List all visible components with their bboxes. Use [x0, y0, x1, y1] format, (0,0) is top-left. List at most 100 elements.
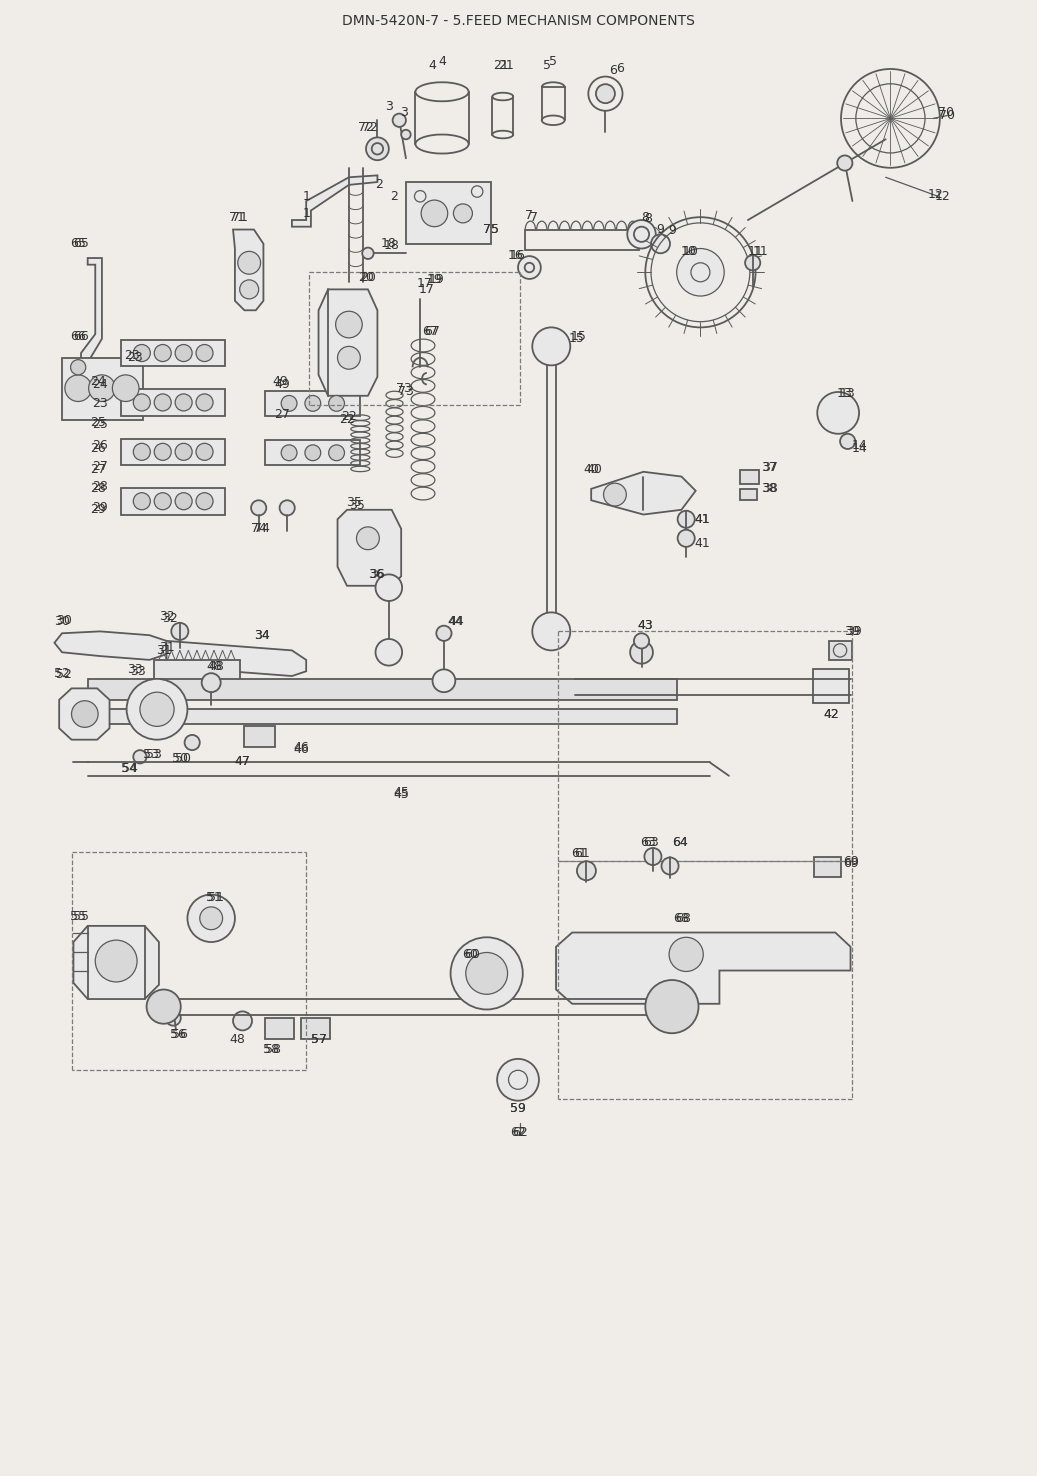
Text: 5: 5: [542, 59, 551, 72]
Bar: [525, 230, 639, 251]
Text: 64: 64: [672, 835, 688, 849]
Text: 65: 65: [71, 238, 86, 251]
Text: 46: 46: [293, 742, 309, 756]
Text: 56: 56: [170, 1027, 186, 1041]
Text: 15: 15: [569, 332, 585, 345]
Text: 75: 75: [483, 223, 500, 236]
Circle shape: [677, 511, 695, 528]
Circle shape: [336, 311, 362, 338]
Text: 9: 9: [668, 224, 676, 238]
Circle shape: [421, 201, 448, 227]
Text: 56: 56: [172, 1027, 188, 1041]
Circle shape: [817, 393, 859, 434]
Text: 69: 69: [843, 856, 859, 869]
Text: 11: 11: [753, 245, 768, 258]
Text: 61: 61: [573, 847, 590, 861]
Polygon shape: [59, 688, 110, 739]
Text: 50: 50: [174, 753, 191, 765]
Text: 72: 72: [362, 121, 377, 134]
Text: 10: 10: [683, 245, 699, 258]
Text: 45: 45: [393, 787, 410, 800]
Text: 33: 33: [131, 664, 146, 677]
Text: 57: 57: [310, 1033, 327, 1046]
Text: 41: 41: [695, 537, 710, 549]
Circle shape: [281, 444, 297, 461]
Polygon shape: [167, 641, 306, 676]
Text: 20: 20: [360, 270, 375, 283]
Circle shape: [95, 940, 137, 982]
Text: 17: 17: [419, 283, 435, 295]
Circle shape: [466, 952, 507, 995]
Text: 48: 48: [229, 1033, 245, 1046]
Text: 73: 73: [398, 385, 414, 397]
Bar: [813, 670, 848, 703]
Circle shape: [65, 375, 91, 401]
Bar: [829, 641, 852, 660]
Bar: [814, 856, 841, 877]
Circle shape: [393, 114, 405, 127]
Text: 38: 38: [761, 483, 777, 496]
Text: 3: 3: [400, 106, 408, 120]
Text: 8: 8: [641, 211, 649, 224]
Text: 33: 33: [128, 663, 143, 676]
Text: 63: 63: [643, 835, 658, 849]
Text: 13: 13: [840, 387, 856, 400]
Text: 60: 60: [463, 948, 478, 961]
Circle shape: [201, 673, 221, 692]
Text: 10: 10: [681, 245, 697, 258]
Circle shape: [196, 443, 213, 461]
Text: 65: 65: [73, 238, 89, 251]
Circle shape: [401, 130, 411, 139]
Circle shape: [604, 483, 626, 506]
Text: 69: 69: [843, 855, 859, 868]
Text: 20: 20: [358, 270, 374, 283]
Bar: [245, 726, 275, 747]
Text: 41: 41: [695, 512, 710, 525]
Circle shape: [634, 633, 649, 648]
Text: 71: 71: [229, 211, 245, 224]
Circle shape: [134, 394, 150, 410]
Text: 62: 62: [510, 1126, 526, 1138]
Text: 31: 31: [159, 641, 174, 654]
Text: 30: 30: [54, 615, 69, 629]
Bar: [302, 1018, 330, 1039]
Text: 16: 16: [510, 248, 526, 261]
Polygon shape: [233, 230, 263, 310]
Circle shape: [837, 155, 852, 171]
Text: 72: 72: [358, 121, 374, 134]
Text: 66: 66: [74, 331, 89, 344]
Polygon shape: [292, 176, 377, 227]
Circle shape: [240, 280, 258, 298]
Text: 4: 4: [438, 55, 446, 68]
Text: 55: 55: [73, 909, 89, 922]
Bar: [121, 390, 225, 416]
Text: 38: 38: [762, 483, 778, 496]
Text: 70: 70: [940, 109, 955, 123]
Circle shape: [651, 235, 670, 254]
Text: 59: 59: [510, 1101, 526, 1114]
Text: 53: 53: [146, 748, 162, 762]
Text: 46: 46: [293, 741, 309, 754]
Circle shape: [596, 84, 615, 103]
Circle shape: [329, 396, 344, 412]
Circle shape: [329, 444, 344, 461]
Text: 11: 11: [748, 245, 763, 258]
Polygon shape: [591, 472, 696, 515]
Text: 62: 62: [512, 1126, 528, 1138]
Text: 12: 12: [928, 187, 944, 201]
Text: 36: 36: [368, 568, 384, 582]
Text: 36: 36: [369, 568, 386, 582]
Text: 19: 19: [426, 273, 443, 286]
Circle shape: [337, 347, 360, 369]
Text: 51: 51: [208, 892, 224, 903]
Text: 25: 25: [90, 416, 106, 430]
Text: 60: 60: [465, 948, 480, 961]
Text: 7: 7: [530, 211, 538, 224]
Text: 58: 58: [263, 1044, 279, 1055]
Polygon shape: [337, 509, 401, 586]
Text: 71: 71: [231, 211, 248, 224]
Circle shape: [155, 493, 171, 509]
Text: 63: 63: [640, 835, 656, 849]
Circle shape: [171, 623, 189, 641]
Circle shape: [237, 251, 260, 275]
